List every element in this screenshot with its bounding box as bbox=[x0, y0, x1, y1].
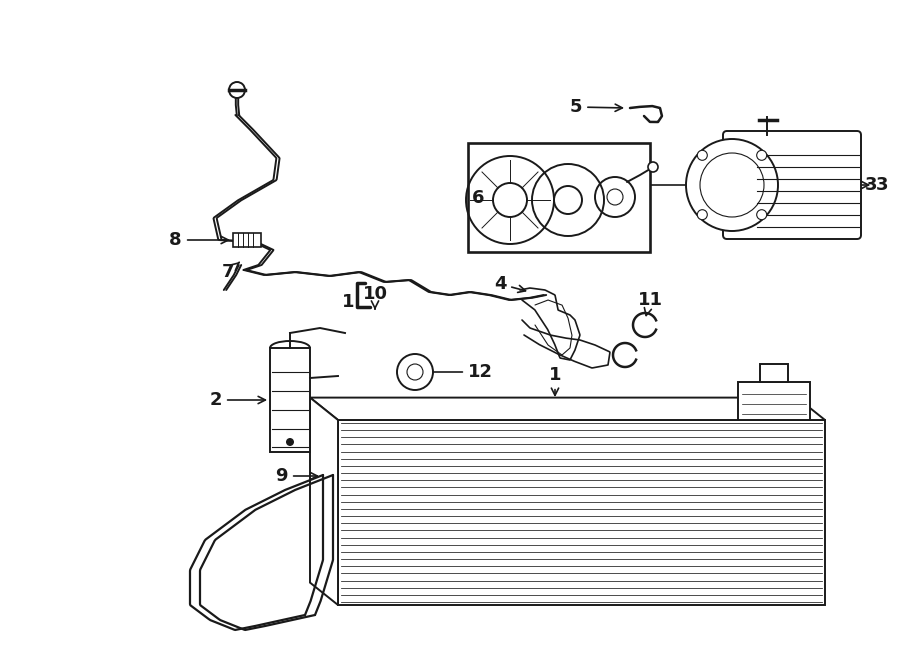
Circle shape bbox=[698, 210, 707, 219]
Text: 9: 9 bbox=[275, 467, 318, 485]
Circle shape bbox=[757, 210, 767, 219]
FancyBboxPatch shape bbox=[723, 131, 861, 239]
Circle shape bbox=[648, 162, 658, 172]
Text: 5: 5 bbox=[570, 98, 623, 116]
Bar bbox=[233, 233, 261, 247]
Bar bbox=[270, 348, 310, 452]
Text: 6: 6 bbox=[472, 189, 484, 207]
Circle shape bbox=[397, 354, 433, 390]
Bar bbox=[760, 364, 788, 382]
Text: 3: 3 bbox=[803, 176, 878, 194]
Circle shape bbox=[686, 139, 778, 231]
Text: 11: 11 bbox=[637, 291, 662, 315]
Text: 2: 2 bbox=[210, 391, 266, 409]
Circle shape bbox=[757, 150, 767, 161]
Text: 8: 8 bbox=[169, 231, 229, 249]
Text: 12: 12 bbox=[425, 363, 493, 381]
Polygon shape bbox=[310, 398, 338, 605]
Text: 7: 7 bbox=[221, 262, 239, 281]
Circle shape bbox=[286, 438, 294, 446]
Text: 1: 1 bbox=[342, 293, 355, 311]
Text: 1: 1 bbox=[549, 366, 562, 395]
Bar bbox=[738, 382, 810, 420]
Circle shape bbox=[698, 150, 707, 161]
Polygon shape bbox=[310, 398, 825, 420]
Polygon shape bbox=[338, 420, 825, 605]
Bar bbox=[468, 143, 650, 252]
Text: 4: 4 bbox=[494, 275, 526, 293]
Text: 3: 3 bbox=[479, 176, 888, 194]
Text: 10: 10 bbox=[363, 285, 388, 309]
Circle shape bbox=[229, 82, 245, 98]
